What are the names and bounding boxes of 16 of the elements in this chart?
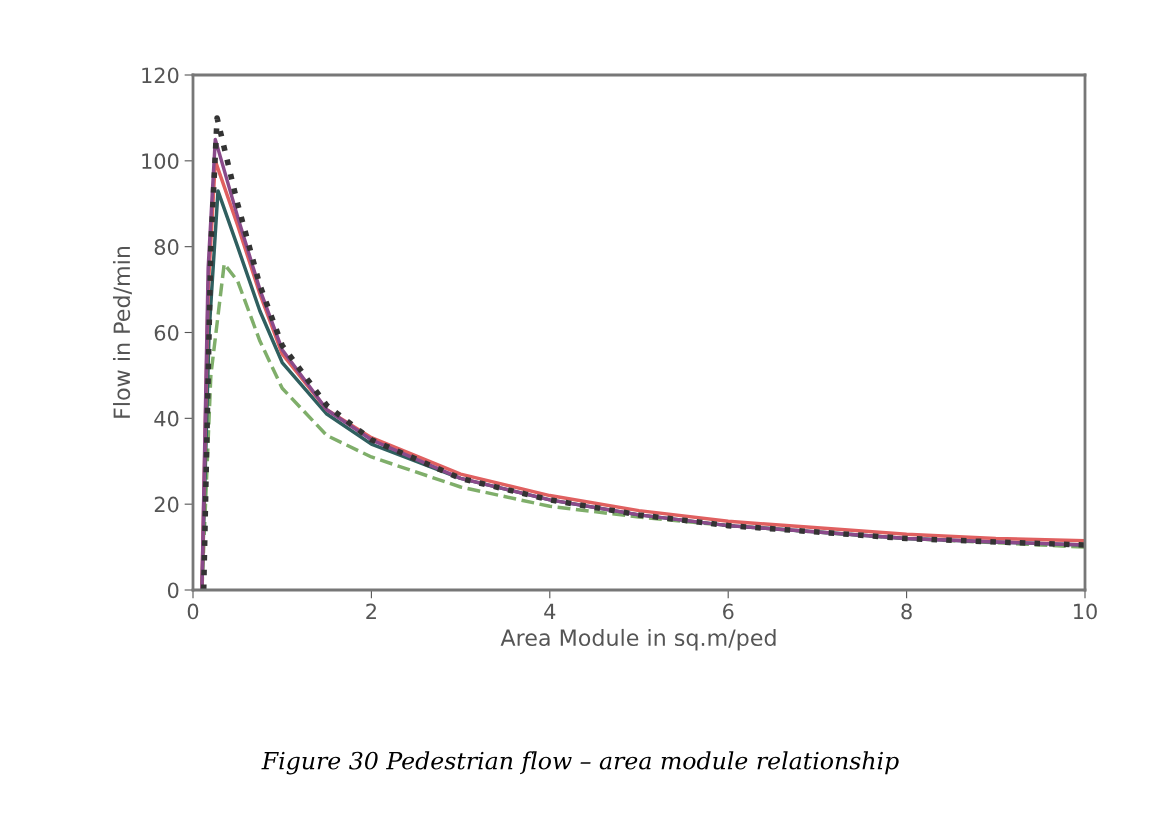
x-tick-label: 10 (1074, 603, 1097, 620)
x-tick-label: 8 (901, 603, 912, 620)
x-tick-label: 0 (187, 603, 199, 620)
y-tick-label: 0 (167, 582, 179, 599)
x-axis-title: Area Module in sq.m/ped (500, 628, 776, 651)
x-tick-label: 4 (544, 603, 556, 620)
x-tick-label: 2 (366, 603, 376, 620)
y-tick-label: 100 (142, 153, 179, 170)
y-axis-title: Flow in Ped/min (112, 246, 132, 418)
x-tick-label: 6 (723, 603, 734, 620)
y-tick-label: 40 (154, 410, 179, 427)
caption: Figure 30 Pedestrian flow – area module relationship (261, 751, 899, 775)
y-tick-label: 80 (154, 239, 179, 255)
y-tick-label: 120 (142, 67, 179, 84)
y-tick-label: 60 (154, 324, 179, 341)
y-tick-label: 20 (154, 496, 179, 513)
